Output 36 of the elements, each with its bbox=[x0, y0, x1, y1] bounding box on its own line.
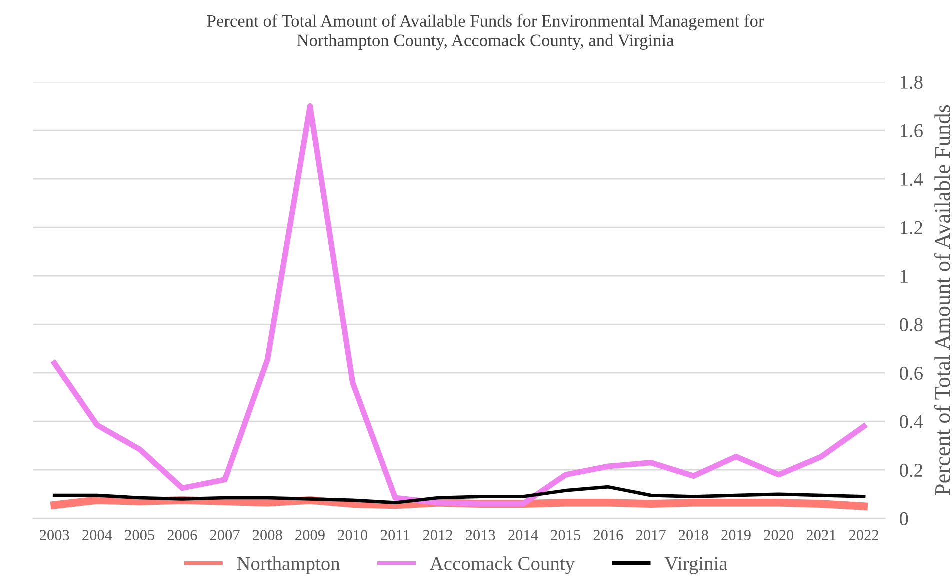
y-tick-label: 0.2 bbox=[900, 464, 922, 478]
legend-label: Virginia bbox=[664, 557, 728, 574]
y-tick-label: 0 bbox=[900, 512, 908, 526]
x-tick-label: 2016 bbox=[594, 530, 624, 540]
x-tick-label: 2007 bbox=[210, 530, 240, 540]
y-tick-label: 1 bbox=[900, 270, 908, 283]
x-tick-label: 2017 bbox=[636, 530, 666, 540]
x-tick-label: 2011 bbox=[381, 530, 410, 540]
x-tick-label: 2022 bbox=[849, 530, 878, 540]
x-tick-label: 2006 bbox=[168, 530, 198, 540]
x-tick-label: 2009 bbox=[296, 530, 325, 540]
legend-label: Northampton bbox=[237, 556, 340, 574]
y-tick-label: 1.4 bbox=[900, 172, 924, 186]
y-tick-label: 0.8 bbox=[900, 318, 923, 332]
legend-label: Accomack County bbox=[430, 556, 575, 574]
x-tick-label: 2010 bbox=[338, 530, 368, 540]
x-tick-label: 2012 bbox=[423, 530, 452, 540]
x-tick-label: 2018 bbox=[679, 530, 708, 540]
x-tick-label: 2019 bbox=[722, 530, 751, 540]
y-tick-label: 1.8 bbox=[900, 76, 923, 90]
y-tick-label: 0.6 bbox=[900, 366, 923, 380]
y-axis-title: Percent of Total Amount of Available Funds bbox=[934, 105, 950, 496]
x-tick-label: 2015 bbox=[551, 530, 581, 540]
x-tick-label: 2013 bbox=[466, 530, 496, 540]
x-tick-label: 2008 bbox=[253, 530, 282, 540]
y-tick-label: 0.4 bbox=[900, 415, 924, 429]
x-tick-label: 2003 bbox=[40, 530, 70, 540]
x-tick-label: 2020 bbox=[764, 530, 794, 540]
x-tick-label: 2005 bbox=[125, 530, 155, 540]
y-tick-label: 1.6 bbox=[900, 124, 923, 138]
x-tick-label: 2014 bbox=[508, 530, 538, 540]
chart-title: Percent of Total Amount of Available Funds for Environmental Management for Northampton County, Accomack County, and Virginia bbox=[207, 14, 764, 50]
y-tick-label: 1.2 bbox=[900, 221, 922, 235]
x-tick-label: 2004 bbox=[82, 530, 112, 540]
line-series bbox=[52, 485, 866, 505]
x-tick-label: 2021 bbox=[806, 530, 836, 540]
